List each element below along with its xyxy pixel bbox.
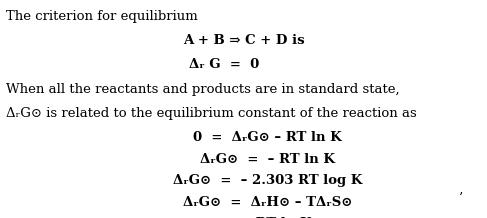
Text: ’: ’ (458, 192, 462, 205)
Text: Δᵣ G  =  0: Δᵣ G = 0 (189, 58, 259, 71)
Text: A + B ⇒ C + D is: A + B ⇒ C + D is (183, 34, 304, 47)
Text: ΔᵣG⊙ is related to the equilibrium constant of the reaction as: ΔᵣG⊙ is related to the equilibrium const… (6, 107, 416, 120)
Text: When all the reactants and products are in standard state,: When all the reactants and products are … (6, 83, 399, 96)
Text: ΔᵣG⊙  =  – RT ln K: ΔᵣG⊙ = – RT ln K (200, 153, 336, 166)
Text: The criterion for equilibrium: The criterion for equilibrium (6, 10, 198, 23)
Text: ΔᵣG⊙  =  – 2.303 RT log K: ΔᵣG⊙ = – 2.303 RT log K (173, 174, 362, 187)
Text: =  – RT ln K: = – RT ln K (224, 217, 312, 218)
Text: ΔᵣG⊙  =  ΔᵣH⊙ – TΔᵣS⊙: ΔᵣG⊙ = ΔᵣH⊙ – TΔᵣS⊙ (183, 196, 353, 209)
Text: 0  =  ΔᵣG⊙ – RT ln K: 0 = ΔᵣG⊙ – RT ln K (193, 131, 342, 144)
